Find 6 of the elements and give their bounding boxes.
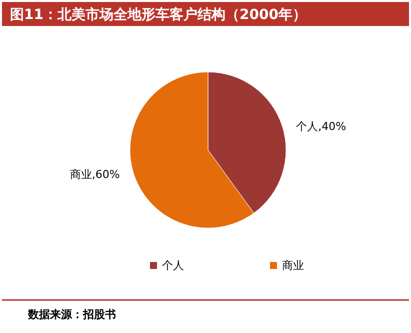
- legend-label: 商业: [282, 259, 304, 272]
- legend-label: 个人: [162, 259, 184, 272]
- data-label: 个人,40%: [296, 120, 346, 133]
- source-note: 数据来源：招股书: [27, 308, 116, 321]
- chart-title: 图11：北美市场全地形车客户结构（2000年）: [10, 6, 306, 23]
- data-label: 商业,60%: [70, 168, 120, 182]
